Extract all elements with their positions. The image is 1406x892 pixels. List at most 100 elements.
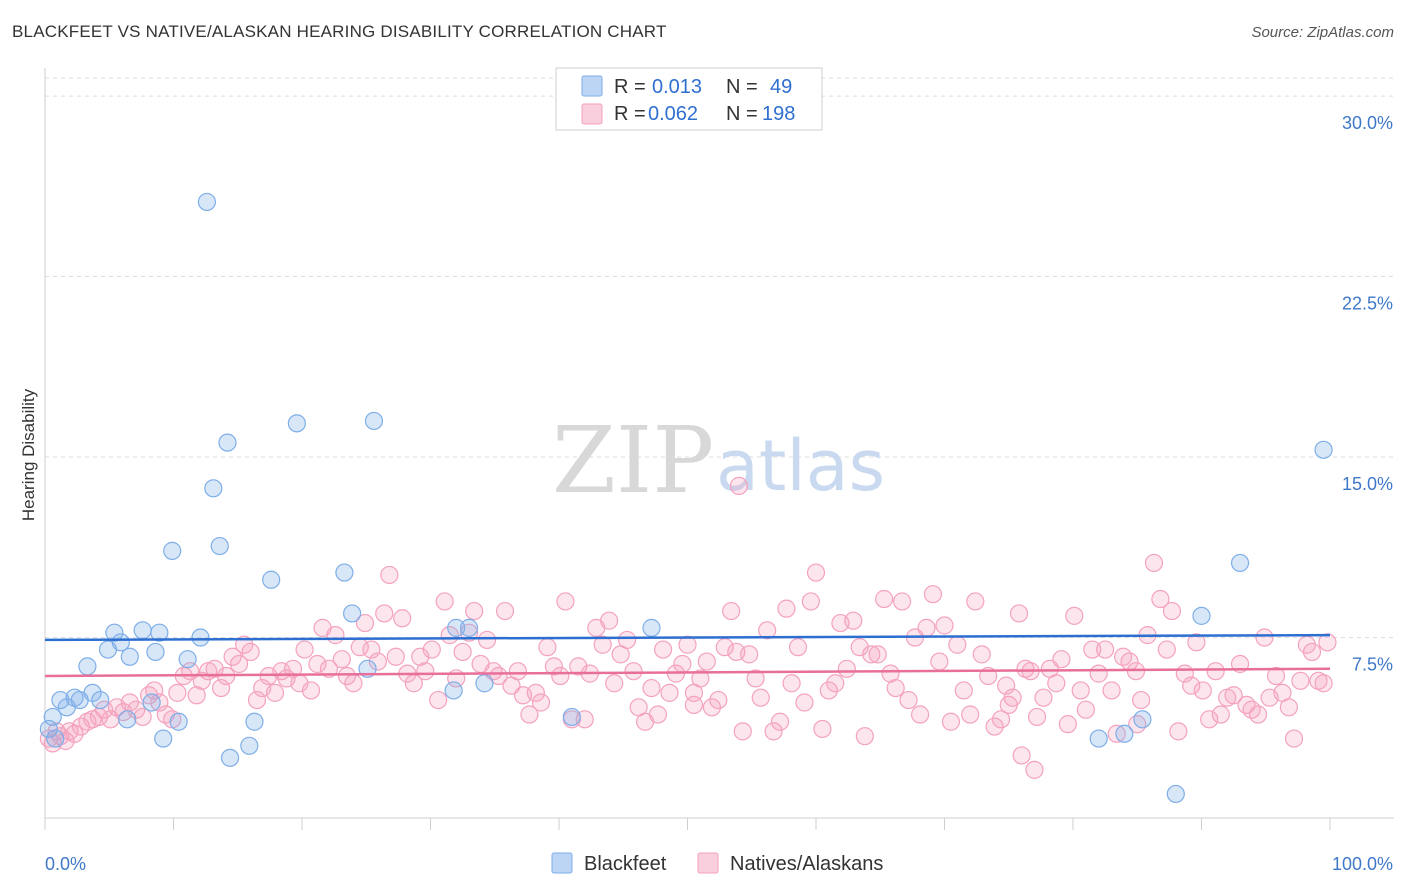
blackfeet-point bbox=[220, 748, 240, 767]
natives-point bbox=[1096, 640, 1115, 659]
natives-point bbox=[1248, 705, 1268, 724]
blackfeet-point bbox=[1166, 784, 1185, 804]
natives-point bbox=[319, 659, 339, 678]
natives-point bbox=[673, 654, 692, 674]
natives-point bbox=[337, 666, 357, 686]
natives-point bbox=[624, 662, 643, 681]
natives-point bbox=[1314, 674, 1333, 693]
natives-point bbox=[782, 674, 801, 693]
blackfeet-point bbox=[364, 411, 384, 431]
blackfeet-point bbox=[335, 563, 354, 582]
natives-point bbox=[1089, 664, 1108, 683]
natives-point bbox=[465, 601, 484, 621]
natives-point bbox=[806, 563, 826, 582]
natives-point bbox=[416, 662, 435, 681]
blackfeet-point bbox=[240, 736, 259, 755]
blackfeet-point bbox=[51, 690, 70, 710]
blackfeet-point bbox=[146, 642, 165, 662]
natives-trend-line bbox=[44, 667, 1331, 678]
natives-point bbox=[1126, 662, 1146, 681]
natives-point bbox=[380, 565, 399, 585]
natives-point bbox=[966, 592, 985, 611]
natives-point bbox=[192, 671, 211, 690]
natives-point bbox=[868, 645, 887, 664]
natives-point bbox=[393, 609, 412, 628]
natives-point bbox=[1211, 705, 1230, 724]
natives-point bbox=[917, 618, 936, 637]
natives-point bbox=[733, 722, 752, 741]
natives-point bbox=[520, 705, 539, 724]
natives-point bbox=[697, 652, 716, 671]
natives-point bbox=[1318, 633, 1337, 652]
watermark-atlas: atlas bbox=[716, 425, 885, 507]
blackfeet-point bbox=[1133, 710, 1152, 729]
legend-n-label-1: N = bbox=[726, 76, 758, 98]
natives-point bbox=[1071, 681, 1090, 700]
natives-point bbox=[961, 705, 980, 724]
blackfeet-trend-line bbox=[44, 633, 1331, 642]
natives-point bbox=[484, 662, 503, 681]
natives-point bbox=[1266, 666, 1286, 686]
natives-point bbox=[844, 611, 863, 630]
blackfeet-point bbox=[447, 618, 466, 637]
natives-point bbox=[556, 592, 575, 611]
blackfeet-point bbox=[169, 712, 188, 731]
natives-point bbox=[777, 599, 796, 618]
natives-point bbox=[770, 712, 790, 731]
blackfeet-point bbox=[1314, 440, 1333, 459]
natives-point bbox=[1034, 688, 1053, 707]
blackfeet-point bbox=[178, 650, 197, 669]
legend-n-value-1: 49 bbox=[770, 76, 792, 98]
natives-point bbox=[495, 601, 515, 621]
natives-point bbox=[235, 635, 254, 654]
natives-point bbox=[605, 674, 624, 693]
natives-point bbox=[593, 635, 612, 654]
natives-point bbox=[684, 695, 704, 714]
natives-point bbox=[187, 686, 206, 705]
natives-point bbox=[205, 659, 224, 678]
natives-point bbox=[910, 705, 930, 724]
natives-point bbox=[1102, 681, 1121, 700]
natives-point bbox=[1291, 671, 1310, 690]
natives-point bbox=[477, 630, 497, 650]
natives-point bbox=[948, 635, 967, 654]
natives-point bbox=[139, 686, 159, 705]
natives-point bbox=[1279, 698, 1298, 717]
blackfeet-point bbox=[1230, 553, 1250, 573]
y-tick-label: 15.0% bbox=[1342, 474, 1393, 494]
legend-n-value-2: 198 bbox=[762, 103, 795, 125]
y-axis-label: Hearing Disability bbox=[19, 388, 38, 521]
x-tick-label-max: 100.0% bbox=[1332, 854, 1393, 874]
natives-point bbox=[1169, 722, 1188, 741]
bottom-legend-blackfeet: Blackfeet bbox=[584, 853, 667, 875]
blackfeet-point bbox=[105, 623, 124, 642]
natives-point bbox=[241, 642, 260, 662]
natives-point bbox=[801, 592, 820, 611]
grid: 7.5% 15.0% 22.5% 30.0% bbox=[45, 77, 1394, 675]
natives-point bbox=[618, 630, 637, 650]
blackfeet-point bbox=[150, 623, 169, 642]
blackfeet-point bbox=[191, 628, 210, 647]
natives-point bbox=[862, 645, 881, 664]
natives-point bbox=[729, 476, 749, 496]
natives-point bbox=[923, 585, 943, 604]
natives-point bbox=[941, 712, 961, 731]
natives-point bbox=[648, 705, 668, 724]
natives-point bbox=[211, 678, 231, 698]
natives-point bbox=[715, 638, 734, 657]
natives-point bbox=[1182, 676, 1201, 695]
y-tick-label: 22.5% bbox=[1342, 294, 1393, 314]
blackfeet-point bbox=[218, 433, 237, 452]
natives-point bbox=[892, 592, 912, 611]
blackfeet-point bbox=[262, 570, 281, 589]
blackfeet-point bbox=[562, 707, 581, 727]
blackfeet-point bbox=[142, 693, 161, 712]
blackfeet-point bbox=[1115, 724, 1134, 743]
natives-point bbox=[551, 666, 570, 686]
blackfeet-point bbox=[43, 707, 62, 727]
legend-n-label-2: N = bbox=[726, 103, 758, 125]
legend-r-label-1: R = bbox=[614, 76, 646, 98]
natives-point bbox=[65, 724, 84, 743]
